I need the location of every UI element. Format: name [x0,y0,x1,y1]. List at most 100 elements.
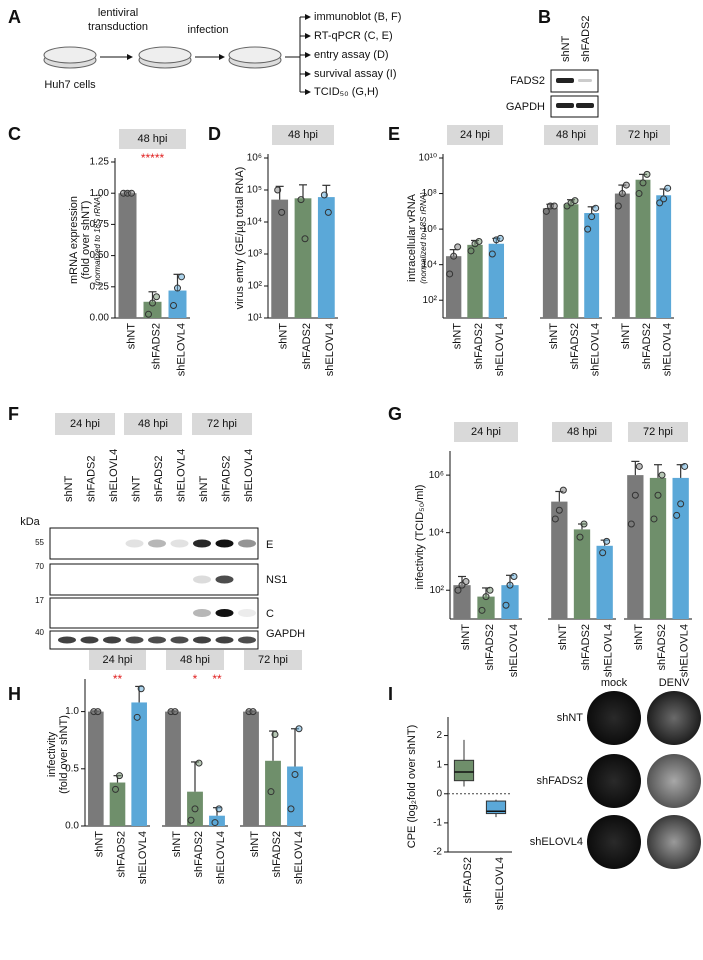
data-point [673,511,681,519]
panel-label: D [208,124,221,144]
timepoint-box [55,413,115,435]
data-point [454,243,462,251]
y-axis-label: virus entry (GE/µg total RNA) [234,167,246,310]
cells-label: Huh7 cells [44,79,96,91]
band [125,636,144,644]
bar [542,208,558,318]
timepoint-label: 72 hpi [207,418,237,430]
y-tick-label: 10⁶ [247,153,262,164]
y-tick-label: 1.0 [65,706,79,717]
data-point [635,190,643,198]
well-image [647,754,701,808]
band [148,636,166,644]
panel-label: B [538,7,551,27]
x-tick-label: shELOVL4 [215,831,227,884]
bar [118,193,137,318]
data-point [502,601,510,609]
y-tick-label: 10⁶ [422,224,437,235]
band [58,636,76,644]
y-tick-label: 0.75 [90,219,110,230]
chart-title: 48 hpi [138,133,168,145]
x-tick-label: shFADS2 [462,857,474,903]
lane-label: shFADS2 [153,456,165,502]
bar [501,585,519,619]
chart-title: 48 hpi [288,129,318,141]
data-point [278,208,286,216]
y-axis-label: mRNA expression [68,196,80,284]
chart-title: 48 hpi [567,426,597,438]
bar [563,204,579,318]
bar [467,244,483,318]
bar [131,702,147,826]
data-point [555,506,563,514]
bar [649,477,667,619]
y-tick-label: -2 [433,847,442,858]
data-point [112,785,119,793]
title-box [244,650,302,670]
y-axis-label: (normalized to 18S rRNA) [93,194,102,286]
data-point [297,196,305,204]
y-tick-label: 10⁴ [422,259,437,270]
band [215,636,234,644]
y-tick-label: 10² [430,585,445,596]
schematic [43,46,282,69]
data-point [510,572,518,580]
y-tick-label: 10⁴ [247,217,262,228]
lane-label: shFADS2 [85,456,97,502]
y-axis-label: (fold over shNT) [80,201,92,280]
readout: immunoblot (B, F) [314,11,401,23]
data-point [496,234,504,242]
data-point [446,270,454,278]
x-tick-label: shELOVL4 [324,323,336,376]
x-tick-label: shFADS2 [473,323,485,369]
significance: * [193,672,198,686]
data-point [580,520,588,528]
x-tick-label: shFADS2 [301,323,313,369]
bar [165,711,181,826]
data-point [571,197,579,205]
data-point [639,179,647,187]
x-tick-label: shNT [452,323,464,350]
y-tick-label: 10² [423,295,438,306]
y-tick-label: 1.25 [90,157,110,168]
y-tick-label: 0.0 [65,821,79,832]
y-tick-label: 0.50 [90,250,110,261]
band [193,539,211,548]
significance: ** [212,672,222,686]
panel-label: F [8,404,19,424]
x-tick-label: shFADS2 [271,831,283,877]
band [193,636,211,644]
band [556,103,574,108]
x-tick-label: shFADS2 [193,831,205,877]
data-point [153,293,160,301]
data-point [658,471,666,479]
x-tick-label: shNT [171,831,183,858]
row-label: shFADS2 [537,775,583,787]
title-box [454,422,518,442]
y-tick-label: 0 [436,788,442,799]
data-point [654,491,662,499]
y-tick-label: 0.00 [90,313,110,324]
bar [88,711,104,826]
y-tick-label: 0.25 [90,281,110,292]
data-point [211,819,219,827]
band-label: FADS2 [510,75,545,87]
panel-label: E [388,124,400,144]
data-point [506,581,514,589]
row-label: shELOVL4 [530,836,583,848]
data-point [295,725,303,733]
x-tick-label: shFADS2 [150,323,162,369]
data-point [174,284,181,292]
chart-title: 72 hpi [643,426,673,438]
x-tick-label: shNT [460,624,472,651]
data-point [584,225,592,233]
y-tick-label: 10² [248,281,263,292]
data-point [128,189,135,197]
panel-label: C [8,124,21,144]
readout: RT-qPCR (C, E) [314,30,393,42]
x-tick-label: shFADS2 [641,323,653,369]
panel-label: A [8,7,21,27]
data-point [627,520,635,528]
well-image [647,691,701,745]
data-point [137,685,145,693]
